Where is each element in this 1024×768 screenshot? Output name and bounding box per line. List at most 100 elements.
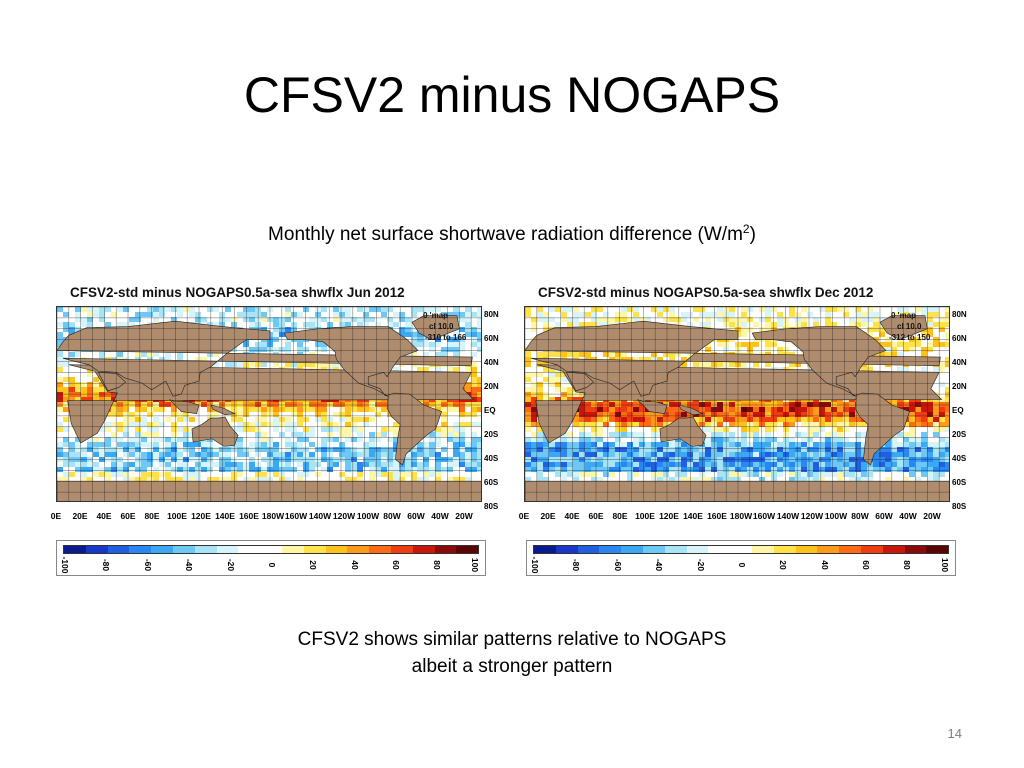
field-map-dec bbox=[525, 307, 949, 501]
lat-label: 40N bbox=[484, 358, 499, 367]
lon-label: 160W bbox=[752, 511, 776, 521]
lon-label: 20E bbox=[72, 511, 88, 521]
lon-axis-dec: 0E 20E 40E 60E 80E 100E 120E 140E 160E 1… bbox=[518, 511, 958, 523]
slide-title: CFSV2 minus NOGAPS bbox=[243, 67, 781, 123]
colorbar-swatches bbox=[533, 545, 949, 554]
colorbar-swatch bbox=[621, 546, 643, 553]
colorbar-swatch bbox=[817, 546, 840, 553]
colorbar-tick: 20 bbox=[308, 560, 318, 570]
lat-label: 80S bbox=[952, 502, 967, 511]
colorbar-swatch bbox=[129, 546, 152, 553]
lat-label: 20N bbox=[484, 382, 499, 391]
colorbar-swatch bbox=[860, 546, 883, 553]
colorbar-swatch bbox=[390, 546, 413, 553]
map-tag-3: -312 to 150 bbox=[889, 333, 931, 342]
lon-label: 120W bbox=[800, 511, 824, 521]
lon-label: 20E bbox=[540, 511, 556, 521]
colorbar-labels: -100 -80 -60 -40 -20 0 20 40 60 80 100 bbox=[60, 556, 480, 575]
colorbar-tick: 20 bbox=[778, 560, 788, 570]
map-tag-3: -310 to 166 bbox=[425, 333, 467, 342]
colorbar-labels: -100 -80 -60 -40 -20 0 20 40 60 80 100 bbox=[530, 556, 950, 575]
lat-label: 60N bbox=[952, 334, 967, 343]
lon-label: 40W bbox=[431, 511, 449, 521]
lon-label: 80E bbox=[144, 511, 160, 521]
lon-label: 140W bbox=[776, 511, 800, 521]
lon-axis-jun: 0E 20E 40E 60E 80E 100E 120E 140E 160E 1… bbox=[50, 511, 490, 523]
lon-label: 0E bbox=[50, 511, 62, 521]
lat-label: 40N bbox=[952, 358, 967, 367]
subtitle-superscript: 2 bbox=[742, 222, 750, 236]
colorbar-tick: 60 bbox=[861, 560, 871, 570]
subtitle-end: ) bbox=[749, 224, 756, 245]
colorbar-swatch bbox=[303, 546, 326, 553]
colorbar-swatch bbox=[664, 546, 687, 553]
colorbar-tick: -100 bbox=[530, 556, 540, 574]
lon-label: 80W bbox=[383, 511, 401, 521]
map-tag-2: cl 10.0 bbox=[429, 322, 454, 331]
colorbar-dec: -100 -80 -60 -40 -20 0 20 40 60 80 100 bbox=[526, 540, 956, 576]
colorbar-tick: 80 bbox=[902, 560, 912, 570]
colorbar-swatch bbox=[534, 546, 556, 553]
colorbar-swatch bbox=[882, 546, 905, 553]
colorbar-swatch bbox=[172, 546, 195, 553]
colorbar-swatch bbox=[194, 546, 217, 553]
colorbar-swatch bbox=[795, 546, 818, 553]
lat-label: 80N bbox=[952, 310, 967, 319]
lon-label: 180W bbox=[729, 511, 753, 521]
lon-label: 40E bbox=[96, 511, 112, 521]
lat-label: 20S bbox=[952, 430, 967, 439]
lat-label: 40S bbox=[952, 454, 967, 463]
map-tag-1: 0 'map bbox=[891, 311, 917, 320]
colorbar-tick: 100 bbox=[470, 557, 480, 573]
lon-label: 60W bbox=[875, 511, 893, 521]
colorbar-swatch bbox=[107, 546, 130, 553]
map-area-jun: 0 'map cl 10.0 -310 to 166 bbox=[56, 306, 482, 502]
colorbar-swatch bbox=[926, 546, 949, 553]
lat-label: 20S bbox=[484, 430, 499, 439]
lat-label: 40S bbox=[484, 454, 499, 463]
colorbar-swatch bbox=[599, 546, 622, 553]
colorbar-tick: 60 bbox=[391, 560, 401, 570]
lon-label: 120E bbox=[659, 511, 679, 521]
lon-label: 160E bbox=[239, 511, 259, 521]
colorbar-swatch bbox=[904, 546, 927, 553]
lat-label: EQ bbox=[484, 406, 496, 415]
colorbar-swatch bbox=[555, 546, 578, 553]
caption-line-1: CFSV2 shows similar patterns relative to… bbox=[297, 629, 727, 650]
lon-label: 80W bbox=[851, 511, 869, 521]
lat-label: 80N bbox=[484, 310, 499, 319]
colorbar-swatch bbox=[686, 546, 709, 553]
colorbar-jun: -100 -80 -60 -40 -20 0 20 40 60 80 100 bbox=[56, 540, 486, 576]
colorbar-swatch bbox=[369, 546, 391, 553]
colorbar-tick: -60 bbox=[143, 558, 153, 572]
map-tag-2: cl 10.0 bbox=[897, 322, 922, 331]
lat-label: 60S bbox=[484, 478, 499, 487]
lon-label: 140E bbox=[683, 511, 703, 521]
lon-label: 60E bbox=[120, 511, 136, 521]
subtitle-text: Monthly net surface shortwave radiation … bbox=[268, 224, 743, 245]
colorbar-swatch bbox=[751, 546, 774, 553]
colorbar-tick: -20 bbox=[696, 558, 706, 572]
lat-label: 60N bbox=[484, 334, 499, 343]
colorbar-swatch bbox=[238, 546, 261, 553]
colorbar-tick: -20 bbox=[226, 558, 236, 572]
colorbar-tick: -100 bbox=[60, 556, 70, 574]
colorbar-swatch bbox=[456, 546, 479, 553]
map-tag-1: 0 'map bbox=[423, 311, 449, 320]
lon-label: 80E bbox=[612, 511, 628, 521]
field-map-jun bbox=[57, 307, 481, 501]
colorbar-swatch bbox=[773, 546, 796, 553]
lat-label: EQ bbox=[952, 406, 964, 415]
page-number: 14 bbox=[947, 726, 962, 741]
colorbar-swatch bbox=[151, 546, 173, 553]
lon-label: 120W bbox=[332, 511, 356, 521]
lat-label: 80S bbox=[484, 502, 499, 511]
colorbar-tick: 80 bbox=[432, 560, 442, 570]
lon-label: 120E bbox=[191, 511, 211, 521]
lon-label: 60E bbox=[588, 511, 604, 521]
slide-subtitle: Monthly net surface shortwave radiation … bbox=[0, 222, 1024, 248]
colorbar-tick: 40 bbox=[350, 560, 360, 570]
colorbar-tick: -80 bbox=[101, 558, 111, 572]
colorbar-swatch bbox=[325, 546, 348, 553]
map-panel-dec: CFSV2-std minus NOGAPS0.5a-sea shwflx De… bbox=[518, 282, 974, 532]
